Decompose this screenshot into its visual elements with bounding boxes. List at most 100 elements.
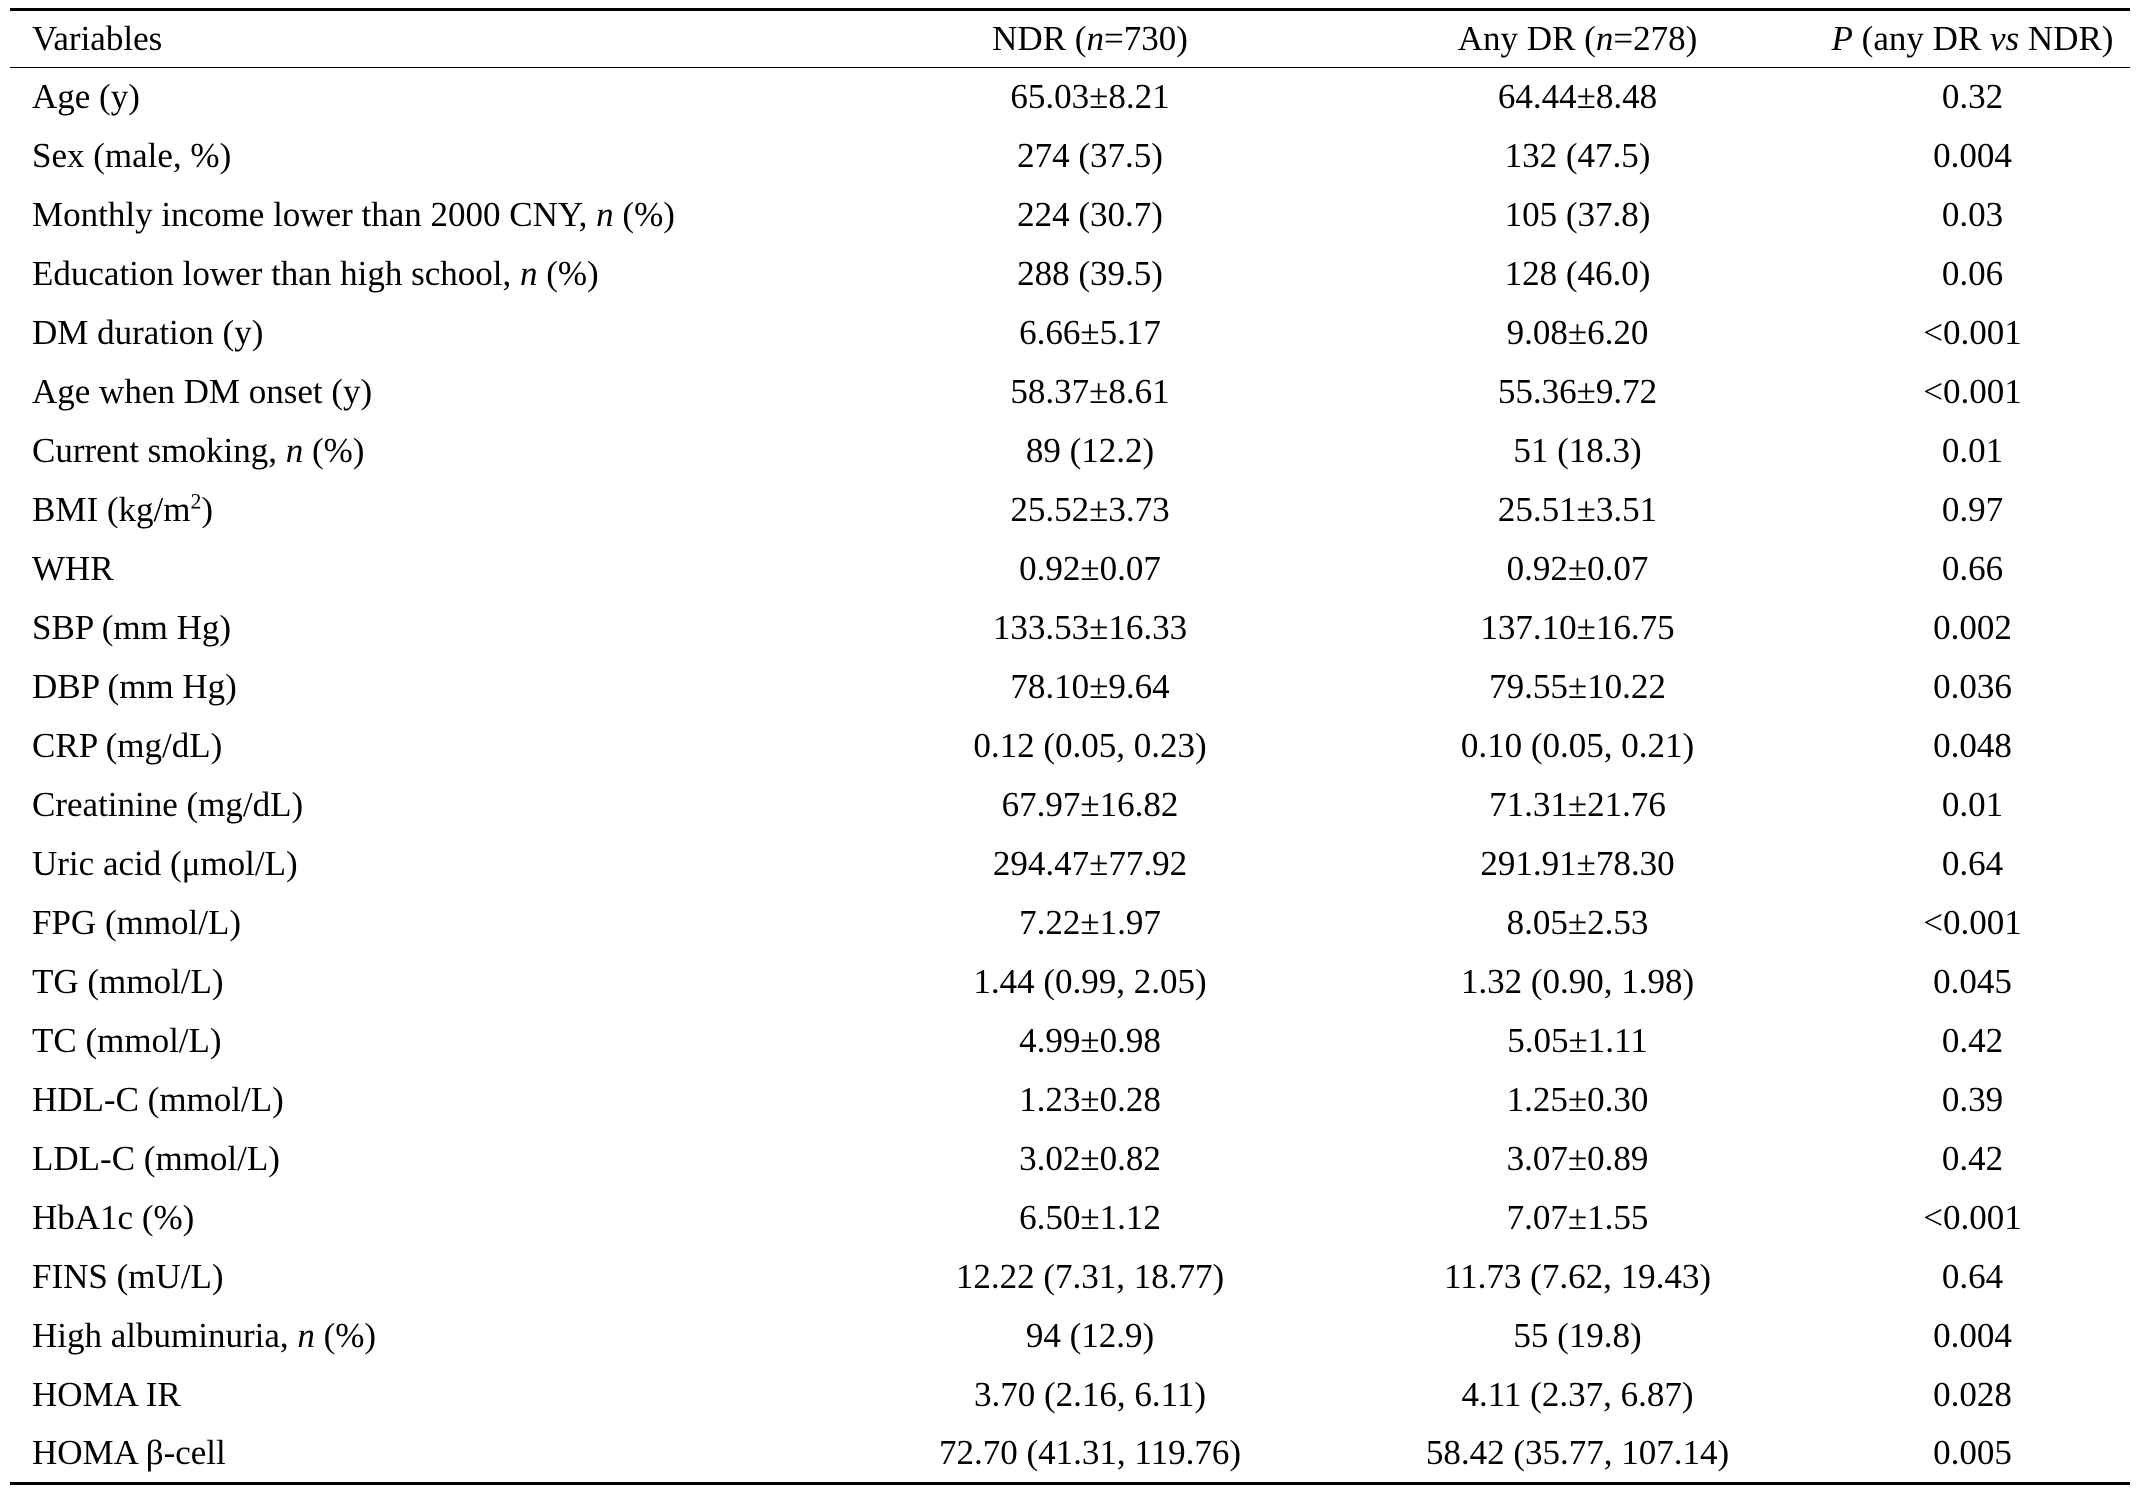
cell-p-value: 0.32 bbox=[1941, 77, 2004, 117]
cell-variable: CRP (mg/dL) bbox=[32, 726, 223, 765]
cell-any-dr: 105 (37.8) bbox=[1504, 195, 1651, 234]
cell-variable: Sex (male, %) bbox=[32, 136, 232, 175]
cell-p-value: <0.001 bbox=[1923, 313, 2022, 352]
cell-p-value: 0.036 bbox=[1933, 667, 2012, 706]
cell-p-value: 0.048 bbox=[1933, 726, 2012, 765]
cell-variable: LDL-C (mmol/L) bbox=[32, 1139, 280, 1178]
table-row: Monthly income lower than 2000 CNY, n (%… bbox=[10, 186, 2130, 245]
cell-variable: HOMA β-cell bbox=[10, 1424, 840, 1485]
cell-p-value: 0.004 bbox=[1933, 136, 2012, 175]
cell-ndr: 133.53±16.33 bbox=[992, 608, 1188, 647]
cell-any-dr: 132 (47.5) bbox=[1504, 136, 1651, 175]
table-row: WHR 0.92±0.07 0.92±0.07 0.66 bbox=[10, 540, 2130, 599]
table-row: HOMA IR 3.70 (2.16, 6.11) 4.11 (2.37, 6.87… bbox=[10, 1366, 2130, 1425]
cell-ndr: 224 (30.7) bbox=[1017, 195, 1163, 234]
table-row: HbA1c (%) 6.50±1.12 7.07±1.55 <0.001 bbox=[10, 1189, 2130, 1248]
cell-ndr: 6.66±5.17 bbox=[1019, 313, 1161, 352]
cell-ndr: 89 (12.2) bbox=[1025, 431, 1155, 470]
cell-variable: Creatinine (mg/dL) bbox=[32, 785, 304, 824]
cell-p-value: 0.39 bbox=[1941, 1080, 2004, 1119]
cell-ndr: 7.22±1.97 bbox=[1019, 903, 1161, 942]
cell-ndr: 67.97±16.82 bbox=[1001, 785, 1179, 824]
table-row: HDL-C (mmol/L) 1.23±0.28 1.25±0.30 0.39 bbox=[10, 1071, 2130, 1130]
cell-variable: FINS (mU/L) bbox=[32, 1257, 224, 1296]
cell-any-dr: 128 (46.0) bbox=[1504, 254, 1651, 293]
table-row: TG (mmol/L) 1.44 (0.99, 2.05) 1.32 (0.90, … bbox=[10, 953, 2130, 1012]
cell-p-value: 0.64 bbox=[1941, 1257, 2004, 1296]
cell-any-dr: 0.10 (0.05, 0.21) bbox=[1460, 726, 1695, 765]
table-row: SBP (mm Hg) 133.53±16.33 137.10±16.75 0.002 bbox=[10, 599, 2130, 658]
cell-variable: SBP (mm Hg) bbox=[32, 608, 232, 647]
cell-ndr: 0.12 (0.05, 0.23) bbox=[973, 726, 1207, 765]
cell-p-value: 0.01 bbox=[1941, 785, 2004, 824]
cell-ndr: 65.03±8.21 bbox=[1010, 77, 1170, 117]
table-row: Sex (male, %) 274 (37.5) 132 (47.5) 0.004 bbox=[10, 127, 2130, 186]
cell-variable: TC (mmol/L) bbox=[32, 1021, 222, 1060]
cell-variable: Monthly income lower than 2000 CNY, n (%… bbox=[32, 195, 675, 234]
header-variables: Variables bbox=[10, 8, 840, 68]
cell-p-value: 0.42 bbox=[1941, 1139, 2004, 1178]
cell-any-dr: 3.07±0.89 bbox=[1506, 1139, 1649, 1178]
cell-p-value: 0.004 bbox=[1933, 1316, 2012, 1355]
cell-p-value: 0.045 bbox=[1933, 962, 2012, 1001]
cell-any-dr: 11.73 (7.62, 19.43) bbox=[1443, 1257, 1711, 1296]
table-row: Age (y) 65.03±8.21 64.44±8.48 0.32 bbox=[10, 68, 2130, 127]
cell-variable: WHR bbox=[32, 549, 114, 588]
table-row: Creatinine (mg/dL) 67.97±16.82 71.31±21.76… bbox=[10, 776, 2130, 835]
cell-any-dr: 58.42 (35.77, 107.14) bbox=[1340, 1424, 1815, 1485]
cell-variable: Current smoking, n (%) bbox=[32, 431, 365, 470]
cell-any-dr: 291.91±78.30 bbox=[1480, 844, 1675, 883]
table-row: TC (mmol/L) 4.99±0.98 5.05±1.11 0.42 bbox=[10, 1012, 2130, 1071]
table-row: LDL-C (mmol/L) 3.02±0.82 3.07±0.89 0.42 bbox=[10, 1130, 2130, 1189]
cell-p-value: 0.01 bbox=[1941, 431, 2004, 470]
header-any-dr: Any DR (n=278) bbox=[1340, 8, 1815, 68]
cell-any-dr: 7.07±1.55 bbox=[1506, 1198, 1649, 1237]
cell-any-dr: 9.08±6.20 bbox=[1506, 313, 1649, 352]
cell-p-value: 0.002 bbox=[1933, 608, 2012, 647]
cell-any-dr: 1.25±0.30 bbox=[1506, 1080, 1649, 1119]
cell-p-value: 0.64 bbox=[1941, 844, 2004, 883]
cell-ndr: 1.23±0.28 bbox=[1019, 1080, 1161, 1119]
cell-p-value: 0.06 bbox=[1941, 254, 2004, 293]
cell-any-dr: 55 (19.8) bbox=[1513, 1316, 1642, 1355]
cell-variable: HbA1c (%) bbox=[32, 1198, 195, 1237]
cell-any-dr: 25.51±3.51 bbox=[1497, 490, 1658, 529]
table-row: FPG (mmol/L) 7.22±1.97 8.05±2.53 <0.001 bbox=[10, 894, 2130, 953]
cell-ndr: 12.22 (7.31, 18.77) bbox=[955, 1257, 1225, 1296]
cell-variable: High albuminuria, n (%) bbox=[32, 1316, 377, 1355]
cell-any-dr: 8.05±2.53 bbox=[1506, 903, 1649, 942]
header-row: Variables NDR (n=730) Any DR (n=278) P (… bbox=[10, 8, 2130, 68]
cell-p-value: 0.97 bbox=[1941, 490, 2004, 529]
table-row: Current smoking, n (%) 89 (12.2) 51 (18.3)… bbox=[10, 422, 2130, 481]
table-row: DBP (mm Hg) 78.10±9.64 79.55±10.22 0.036 bbox=[10, 658, 2130, 717]
cell-p-value: <0.001 bbox=[1923, 372, 2022, 411]
cell-ndr: 3.02±0.82 bbox=[1019, 1139, 1161, 1178]
table-row: Uric acid (μmol/L) 294.47±77.92 291.91±78.… bbox=[10, 835, 2130, 894]
cell-variable: Age when DM onset (y) bbox=[32, 372, 373, 411]
cell-p-value: 0.03 bbox=[1941, 195, 2004, 234]
cell-ndr: 78.10±9.64 bbox=[1010, 667, 1170, 706]
header-ndr: NDR (n=730) bbox=[840, 8, 1340, 68]
cell-p-value: 0.42 bbox=[1941, 1021, 2004, 1060]
cell-ndr: 25.52±3.73 bbox=[1010, 490, 1170, 529]
cell-p-value: <0.001 bbox=[1923, 1198, 2022, 1237]
cell-variable: HOMA IR bbox=[32, 1375, 181, 1414]
cell-variable: DBP (mm Hg) bbox=[32, 667, 237, 706]
table-row: High albuminuria, n (%) 94 (12.9) 55 (19.8… bbox=[10, 1307, 2130, 1366]
cell-variable: TG (mmol/L) bbox=[32, 962, 224, 1001]
cell-any-dr: 1.32 (0.90, 1.98) bbox=[1460, 962, 1695, 1001]
table-row: FINS (mU/L) 12.22 (7.31, 18.77) 11.73 (7.6… bbox=[10, 1248, 2130, 1307]
cell-variable: Uric acid (μmol/L) bbox=[32, 844, 298, 883]
table-row: Education lower than high school, n (%) 2… bbox=[10, 245, 2130, 304]
table-row: CRP (mg/dL) 0.12 (0.05, 0.23) 0.10 (0.05, … bbox=[10, 717, 2130, 776]
cell-ndr: 72.70 (41.31, 119.76) bbox=[840, 1424, 1340, 1485]
table-row: HOMA β-cell 72.70 (41.31, 119.76) 58.42 (3… bbox=[10, 1424, 2130, 1485]
cell-variable: BMI (kg/m2) bbox=[32, 489, 213, 529]
cell-any-dr: 71.31±21.76 bbox=[1489, 785, 1666, 824]
table-row: BMI (kg/m2) 25.52±3.73 25.51±3.51 0.97 bbox=[10, 481, 2130, 540]
table-header: Variables NDR (n=730) Any DR (n=278) P (… bbox=[10, 8, 2130, 68]
cell-any-dr: 79.55±10.22 bbox=[1489, 667, 1666, 706]
cell-any-dr: 55.36±9.72 bbox=[1497, 372, 1658, 411]
cell-any-dr: 5.05±1.11 bbox=[1507, 1021, 1648, 1060]
